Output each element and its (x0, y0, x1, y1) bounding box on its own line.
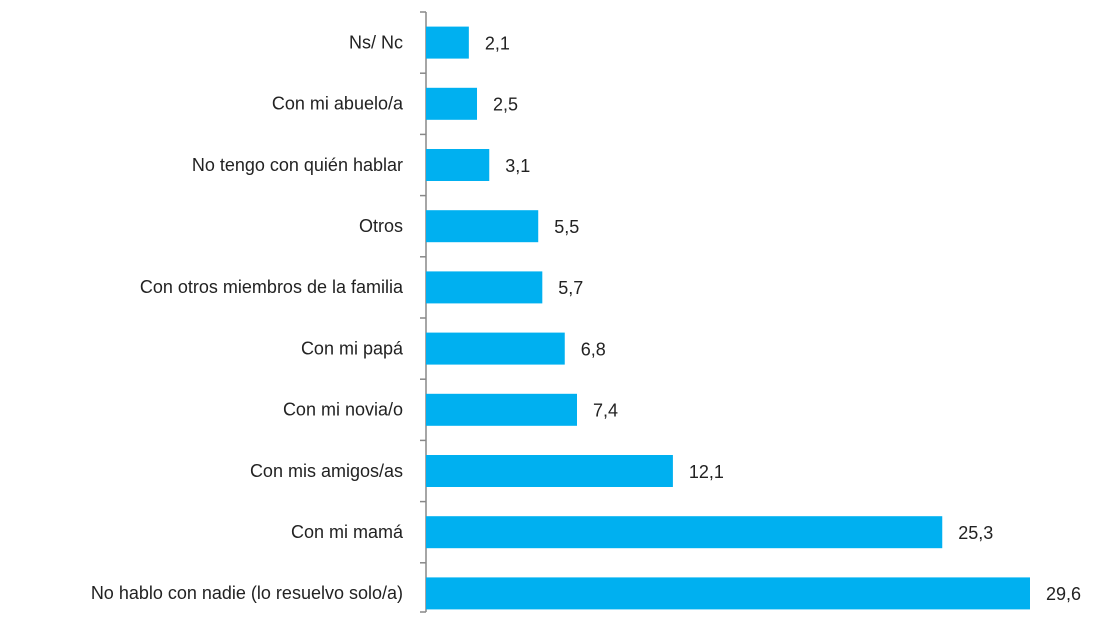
category-label: No hablo con nadie (lo resuelvo solo/a) (91, 583, 403, 603)
bar (426, 516, 943, 549)
category-label: Con mi novia/o (283, 400, 403, 420)
value-label: 2,1 (485, 33, 510, 53)
category-label: Con mi papá (301, 338, 404, 358)
category-label: Con mis amigos/as (250, 461, 403, 481)
value-label: 3,1 (505, 156, 530, 176)
value-label: 5,7 (558, 278, 583, 298)
bar (426, 393, 577, 426)
value-label: 7,4 (593, 401, 618, 421)
value-label: 6,8 (581, 339, 606, 359)
bar (426, 26, 469, 59)
bar (426, 332, 565, 365)
value-label: 5,5 (554, 217, 579, 237)
bar (426, 577, 1030, 610)
category-label: Con mi abuelo/a (272, 94, 404, 114)
bar (426, 87, 478, 120)
value-label: 25,3 (958, 523, 993, 543)
value-label: 29,6 (1046, 584, 1081, 604)
category-label: Otros (359, 216, 403, 236)
value-label: 2,5 (493, 95, 518, 115)
bar (426, 149, 490, 181)
bar (426, 210, 539, 243)
category-label: Con mi mamá (291, 522, 404, 542)
bar (426, 271, 543, 304)
category-label: Con otros miembros de la familia (140, 277, 404, 297)
value-label: 12,1 (689, 462, 724, 482)
category-label: No tengo con quién hablar (192, 155, 403, 175)
bar (426, 455, 673, 487)
category-label: Ns/ Nc (349, 32, 403, 52)
